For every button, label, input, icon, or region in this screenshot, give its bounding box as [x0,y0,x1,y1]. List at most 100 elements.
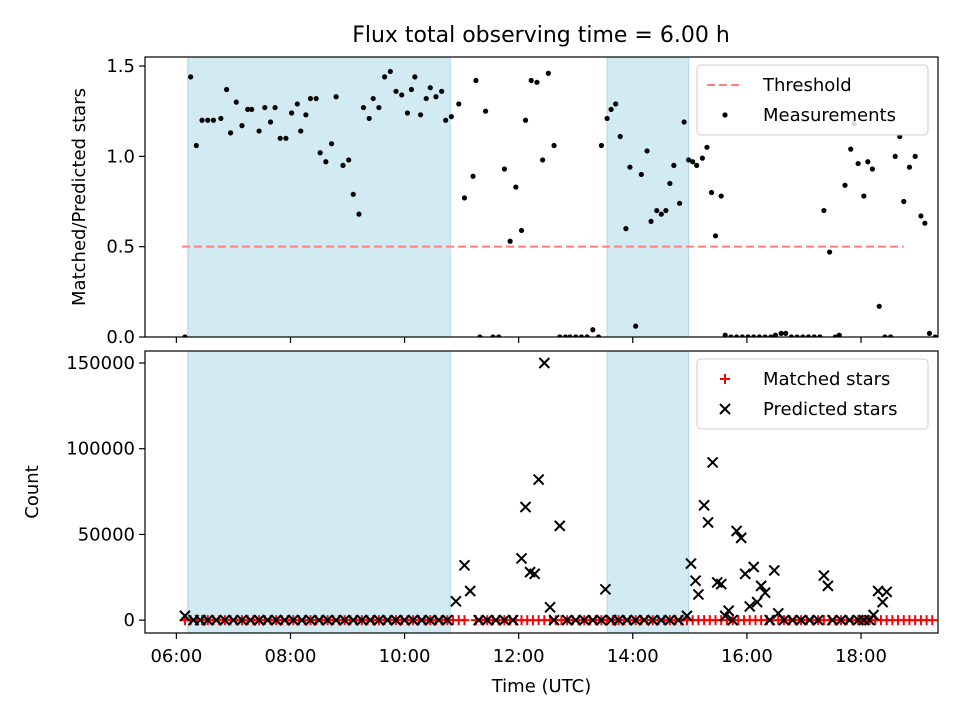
y-tick-label: 150000 [66,353,135,374]
x-stroke [818,569,830,582]
measurement-point [283,135,289,141]
x-axis-label: Time (UTC) [491,676,592,697]
predicted-star-point [364,614,377,626]
measurement-point [800,334,806,337]
matched-star-point [927,615,938,626]
measurement-point [417,112,424,118]
x-stroke [638,614,650,626]
measurement-point [423,95,429,102]
measurement-point [861,193,867,199]
measurement-point [690,159,696,165]
measurement-point [399,92,405,98]
measurement-point [794,334,800,337]
x-stroke [433,614,445,626]
predicted-star-point [515,552,528,565]
measurement-point [604,115,610,122]
predicted-star-point [313,614,325,626]
predicted-star-point [612,614,625,626]
measurement-point [473,77,479,84]
x-stroke [812,614,824,626]
x-stroke [578,614,590,626]
x-stroke [202,614,214,626]
measurement-point [366,115,372,122]
measurement-point [734,334,740,337]
predicted-star-point [253,614,265,626]
legend-x-swatch [719,403,731,415]
x-stroke [744,600,756,613]
predicted-star-point [236,614,248,626]
chart-title: Flux total observing time = 6.00 h [352,23,730,48]
measurement-point [932,334,938,337]
predicted-star-point [433,614,445,626]
measurement-point [778,330,784,336]
x-stroke [390,614,402,626]
measurement-point [298,128,304,134]
predicted-star-point [450,595,462,607]
predicted-star-point [287,614,300,626]
measurement-point [551,142,557,149]
measurement-point [912,153,918,159]
measurement-point [722,332,728,337]
measurement-point [865,159,871,165]
predicted-star-point [843,614,856,626]
measurement-point [496,334,502,337]
y-axis-label: Count [22,465,43,518]
predicted-star-point [638,614,650,626]
legend-box [696,358,929,430]
x-stroke [279,614,291,626]
x-stroke [803,614,816,626]
legend-label: Matched stars [763,369,890,390]
x-stroke [647,614,659,626]
x-stroke [544,601,556,613]
x-stroke [778,614,790,626]
predicted-star-point [835,614,847,626]
shaded-interval [607,57,689,337]
x-tick-label: 18:00 [835,646,887,667]
predicted-star-point [296,614,308,626]
measurement-point [456,101,462,107]
top-panel-marks [182,68,938,337]
measurement-point [613,101,619,107]
measurement-point [540,157,546,163]
predicted-star-point [880,586,893,598]
predicted-star-point [664,614,676,626]
predicted-star-point [519,501,532,513]
predicted-star-point [672,614,685,626]
x-stroke [715,578,727,590]
predicted-star-point [464,585,476,597]
measurement-point [262,104,268,111]
measurement-point [876,303,882,309]
measurement-point [901,198,907,205]
measurement-point [470,173,476,179]
x-stroke [227,614,240,626]
x-stroke [415,614,428,626]
predicted-star-point [570,614,582,626]
measurement-point [627,164,633,170]
measurement-point [584,334,590,337]
x-tick-label: 06:00 [150,646,202,667]
measurement-point [667,180,673,187]
x-stroke [481,614,494,626]
measurement-point [918,213,924,219]
predicted-star-point [528,568,541,580]
x-stroke [210,614,223,626]
x-stroke [219,614,231,626]
measurement-point [704,144,710,150]
predicted-star-point [498,614,511,626]
x-stroke [458,559,471,571]
measurement-point [699,155,705,161]
measurement-point [573,334,579,337]
measurement-point [663,207,669,214]
x-stroke [490,614,502,626]
predicted-star-point [244,614,257,626]
x-stroke [450,595,462,607]
measurement-point [482,108,489,114]
x-stroke [711,576,723,589]
x-stroke [692,588,705,601]
top-panel-axes: 0.0 0.5 1.0 1.5 Matched/Predicted stars [69,56,939,348]
x-stroke [519,501,532,513]
measurement-point [534,79,540,85]
x-tick-label: 12:00 [493,646,545,667]
predicted-star-point [548,614,560,626]
